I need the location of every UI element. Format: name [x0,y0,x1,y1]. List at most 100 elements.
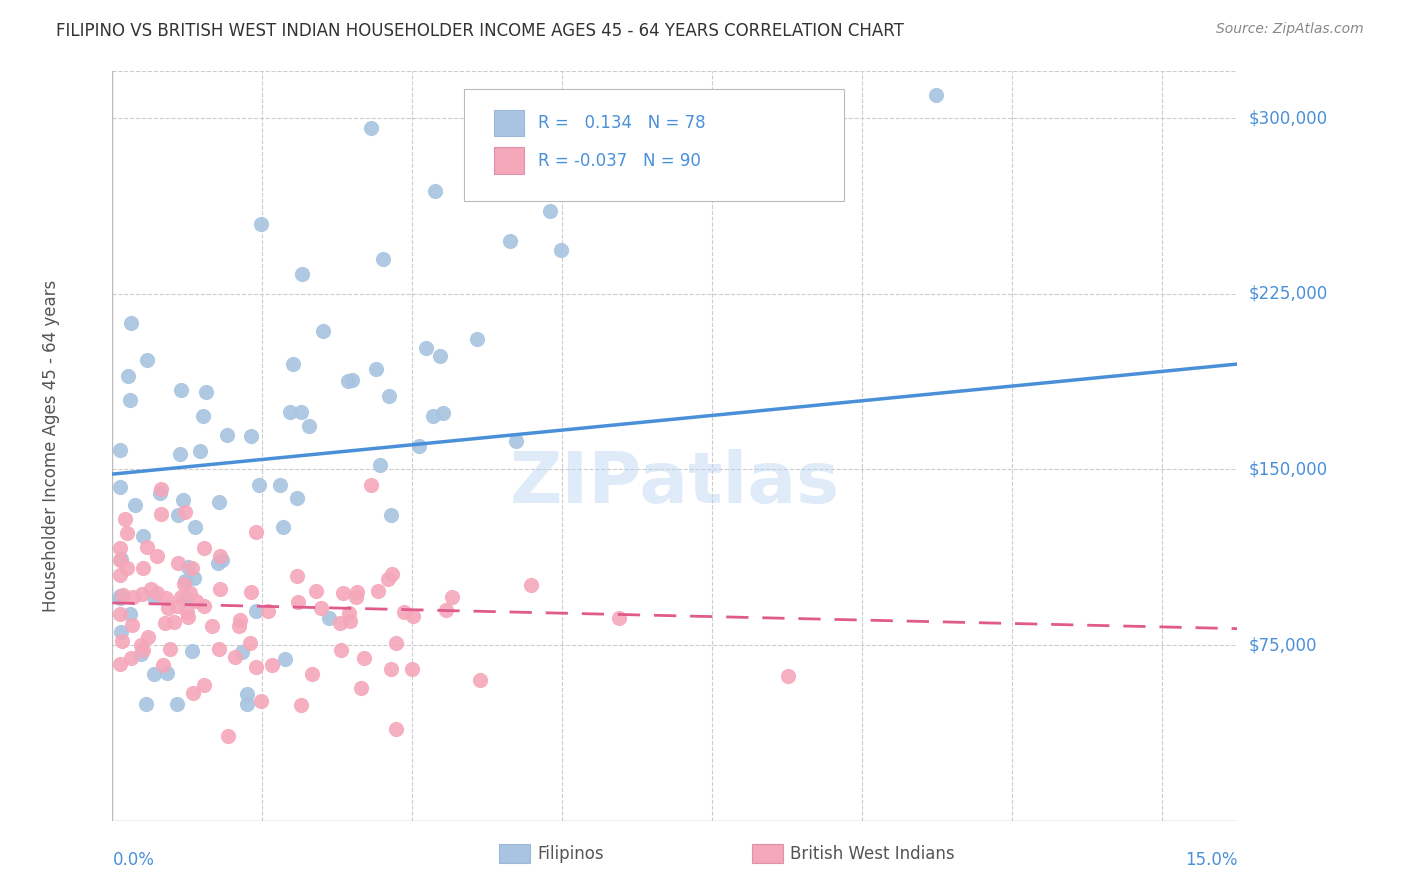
Point [250,217,273,231]
Point [384,722,406,736]
Point [173,576,195,591]
Point [346,584,368,599]
Point [925,87,948,102]
Point [110,552,132,566]
Point [381,566,404,581]
Point [111,634,134,648]
Point [231,645,253,659]
Point [262,658,284,673]
Point [285,568,308,582]
Text: $150,000: $150,000 [1249,460,1327,478]
Point [291,267,314,281]
Text: 0.0%: 0.0% [112,851,155,869]
Point [136,353,159,368]
Point [344,590,367,604]
Point [193,599,215,614]
Point [170,383,193,397]
Point [173,574,195,589]
Point [305,584,328,599]
Point [285,491,308,505]
Point [141,582,163,597]
Point [370,458,392,472]
Point [377,572,399,586]
Text: British West Indians: British West Indians [790,845,955,863]
Text: ZIPatlas: ZIPatlas [510,449,839,518]
Point [208,549,231,564]
Point [183,686,205,700]
Point [136,540,159,554]
Point [290,405,312,419]
Point [170,590,193,604]
Point [108,552,131,566]
Point [129,638,152,652]
Point [371,252,394,267]
Point [131,587,153,601]
Point [177,610,200,624]
Point [332,585,354,599]
Point [146,586,169,600]
Point [132,561,155,575]
Point [499,234,522,248]
Point [108,657,131,672]
Point [169,447,191,461]
Point [360,477,382,491]
Text: FILIPINO VS BRITISH WEST INDIAN HOUSEHOLDER INCOME AGES 45 - 64 YEARS CORRELATIO: FILIPINO VS BRITISH WEST INDIAN HOUSEHOL… [56,22,904,40]
Text: $225,000: $225,000 [1249,285,1327,302]
Point [129,647,152,661]
Point [415,342,437,356]
Point [208,642,231,657]
Point [224,650,246,665]
Point [156,665,179,680]
Point [135,697,157,711]
Point [167,557,190,571]
Point [117,561,139,575]
Point [108,567,131,582]
Point [676,149,699,163]
Point [122,590,145,604]
Point [364,362,387,376]
Point [108,480,131,494]
Point [184,520,207,534]
Point [339,614,361,628]
Point [120,607,142,622]
Point [132,643,155,657]
Point [172,493,194,508]
Point [402,608,425,623]
Point [108,589,131,603]
Point [643,135,665,149]
Point [367,584,389,599]
Point [208,494,231,508]
Point [167,508,190,523]
Point [384,636,406,650]
Point [157,601,180,615]
Point [538,203,561,218]
Point [569,95,592,109]
Point [179,586,201,600]
Point [408,440,430,454]
Point [247,478,270,492]
Point [143,590,166,604]
Point [429,349,451,363]
Point [193,409,215,424]
Point [239,429,262,443]
Point [236,697,259,711]
Point [110,624,132,639]
Point [112,588,135,602]
Point [186,594,208,608]
Point [776,669,799,683]
Text: Source: ZipAtlas.com: Source: ZipAtlas.com [1216,22,1364,37]
Point [392,605,415,619]
Point [465,332,488,346]
Point [301,666,323,681]
Text: 15.0%: 15.0% [1185,851,1237,869]
Point [274,652,297,666]
Point [132,529,155,543]
Point [269,478,291,492]
Point [236,687,259,701]
Point [166,697,188,711]
Point [550,243,572,257]
Point [207,556,229,570]
Point [239,636,262,650]
Point [188,444,211,458]
Point [360,120,382,135]
